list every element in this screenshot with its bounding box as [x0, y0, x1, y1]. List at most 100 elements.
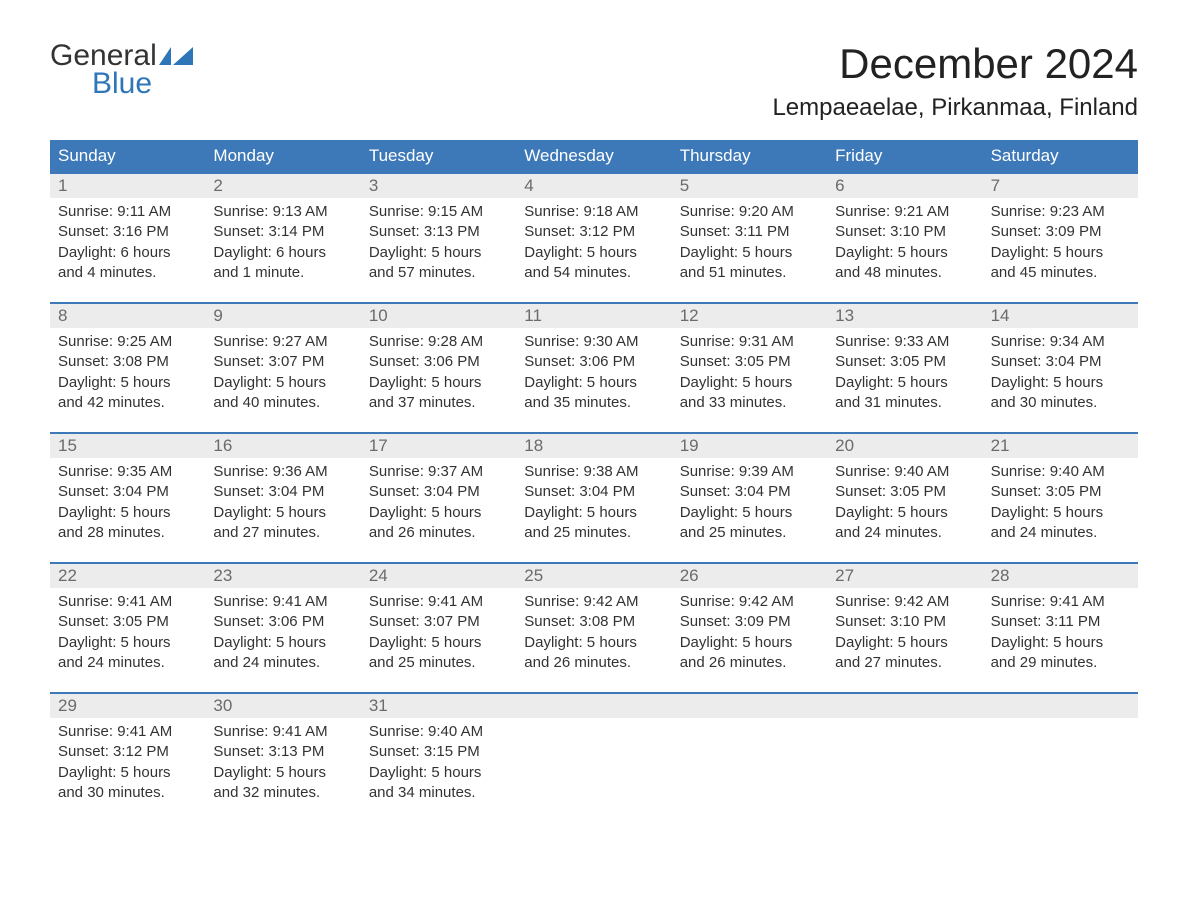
- logo-text-bottom: Blue: [92, 68, 152, 100]
- dow-header-row: Sunday Monday Tuesday Wednesday Thursday…: [50, 140, 1138, 172]
- day-number: 18: [516, 434, 671, 458]
- month-title: December 2024: [772, 40, 1138, 88]
- day-number: 16: [205, 434, 360, 458]
- day-cell-line: Sunrise: 9:41 AM: [58, 592, 197, 612]
- day-cell-line: Sunrise: 9:11 AM: [58, 202, 197, 222]
- day-number: 23: [205, 564, 360, 588]
- day-cell-line: Sunrise: 9:30 AM: [524, 332, 663, 352]
- day-cell-line: Daylight: 5 hours: [680, 373, 819, 393]
- day-cell: Sunrise: 9:41 AMSunset: 3:13 PMDaylight:…: [205, 718, 360, 822]
- day-cell-line: Sunset: 3:11 PM: [680, 222, 819, 242]
- day-cell: Sunrise: 9:25 AMSunset: 3:08 PMDaylight:…: [50, 328, 205, 432]
- day-cell-line: Daylight: 5 hours: [369, 503, 508, 523]
- day-data-row: Sunrise: 9:35 AMSunset: 3:04 PMDaylight:…: [50, 458, 1138, 562]
- day-cell-line: Daylight: 5 hours: [991, 503, 1130, 523]
- day-cell-line: Sunrise: 9:35 AM: [58, 462, 197, 482]
- day-cell-line: Sunset: 3:05 PM: [835, 482, 974, 502]
- day-cell: Sunrise: 9:28 AMSunset: 3:06 PMDaylight:…: [361, 328, 516, 432]
- calendar-week: 293031Sunrise: 9:41 AMSunset: 3:12 PMDay…: [50, 692, 1138, 822]
- day-cell-line: Sunrise: 9:21 AM: [835, 202, 974, 222]
- day-cell-line: and 24 minutes.: [58, 653, 197, 673]
- day-number: 19: [672, 434, 827, 458]
- day-cell-line: Daylight: 5 hours: [835, 243, 974, 263]
- day-cell-line: and 24 minutes.: [213, 653, 352, 673]
- day-cell-line: and 26 minutes.: [524, 653, 663, 673]
- day-cell-line: Daylight: 5 hours: [991, 373, 1130, 393]
- day-cell-line: Sunrise: 9:18 AM: [524, 202, 663, 222]
- day-cell-line: Sunset: 3:08 PM: [524, 612, 663, 632]
- daynum-row: 1234567: [50, 174, 1138, 198]
- day-cell-line: Daylight: 5 hours: [524, 373, 663, 393]
- day-cell-line: and 35 minutes.: [524, 393, 663, 413]
- day-cell-line: Sunset: 3:14 PM: [213, 222, 352, 242]
- day-cell-line: and 30 minutes.: [991, 393, 1130, 413]
- day-cell-line: Sunset: 3:08 PM: [58, 352, 197, 372]
- day-cell-line: Sunset: 3:11 PM: [991, 612, 1130, 632]
- day-cell: Sunrise: 9:30 AMSunset: 3:06 PMDaylight:…: [516, 328, 671, 432]
- day-cell: [827, 718, 982, 822]
- day-number: [672, 694, 827, 718]
- day-cell-line: Daylight: 5 hours: [213, 373, 352, 393]
- dow-header: Monday: [205, 140, 360, 172]
- day-cell-line: and 34 minutes.: [369, 783, 508, 803]
- day-number: 14: [983, 304, 1138, 328]
- day-number: 5: [672, 174, 827, 198]
- day-cell: Sunrise: 9:41 AMSunset: 3:07 PMDaylight:…: [361, 588, 516, 692]
- day-cell-line: Sunrise: 9:42 AM: [835, 592, 974, 612]
- day-cell: Sunrise: 9:13 AMSunset: 3:14 PMDaylight:…: [205, 198, 360, 302]
- calendar-week: 15161718192021 Sunrise: 9:35 AM Sunset: 3:…: [50, 432, 1138, 562]
- dow-header: Tuesday: [361, 140, 516, 172]
- day-cell-line: Sunrise: 9:41 AM: [213, 592, 352, 612]
- day-cell-line: and 32 minutes.: [213, 783, 352, 803]
- day-cell-line: Daylight: 5 hours: [58, 633, 197, 653]
- day-cell-line: and 42 minutes.: [58, 393, 197, 413]
- day-cell-line: and 26 minutes.: [680, 653, 819, 673]
- day-cell-line: Sunset: 3:06 PM: [213, 612, 352, 632]
- day-number: 7: [983, 174, 1138, 198]
- day-cell-line: Sunset: 3:06 PM: [369, 352, 508, 372]
- day-number: 25: [516, 564, 671, 588]
- day-data-row: Sunrise: 9:25 AMSunset: 3:08 PMDaylight:…: [50, 328, 1138, 432]
- day-cell: Sunrise: 9:40 AMSunset: 3:05 PMDaylight:…: [827, 458, 982, 562]
- day-number: [827, 694, 982, 718]
- calendar-week: 891011121314Sunrise: 9:25 AMSunset: 3:08…: [50, 302, 1138, 432]
- day-cell-line: Daylight: 5 hours: [991, 243, 1130, 263]
- day-number: 30: [205, 694, 360, 718]
- day-cell: Sunrise: 9:42 AMSunset: 3:10 PMDaylight:…: [827, 588, 982, 692]
- day-cell-line: and 27 minutes.: [835, 653, 974, 673]
- day-cell-line: and 51 minutes.: [680, 263, 819, 283]
- calendar-week: 1234567Sunrise: 9:11 AMSunset: 3:16 PMDa…: [50, 172, 1138, 302]
- day-cell: Sunrise: 9:37 AMSunset: 3:04 PMDaylight:…: [361, 458, 516, 562]
- day-cell-line: Sunset: 3:05 PM: [58, 612, 197, 632]
- day-cell-line: Daylight: 5 hours: [524, 503, 663, 523]
- daynum-row: 22232425262728: [50, 564, 1138, 588]
- day-number: 13: [827, 304, 982, 328]
- day-number: 20: [827, 434, 982, 458]
- day-cell-line: Sunset: 3:05 PM: [680, 352, 819, 372]
- day-cell: Sunrise: 9:41 AMSunset: 3:05 PMDaylight:…: [50, 588, 205, 692]
- day-cell-line: Sunrise: 9:41 AM: [991, 592, 1130, 612]
- day-cell-line: Daylight: 5 hours: [58, 373, 197, 393]
- day-number: [983, 694, 1138, 718]
- day-cell-line: Sunrise: 9:28 AM: [369, 332, 508, 352]
- day-cell-line: Sunrise: 9:42 AM: [680, 592, 819, 612]
- day-cell-line: and 31 minutes.: [835, 393, 974, 413]
- day-cell-line: Sunset: 3:10 PM: [835, 612, 974, 632]
- day-cell-line: Sunrise: 9:40 AM: [991, 462, 1130, 482]
- day-cell-line: Sunrise: 9:33 AM: [835, 332, 974, 352]
- day-number: 24: [361, 564, 516, 588]
- day-cell-line: Sunset: 3:05 PM: [991, 482, 1130, 502]
- day-cell-line: Daylight: 5 hours: [213, 763, 352, 783]
- day-number: 6: [827, 174, 982, 198]
- day-number: 22: [50, 564, 205, 588]
- day-cell-line: Sunset: 3:07 PM: [213, 352, 352, 372]
- day-cell-line: Sunset: 3:04 PM: [680, 482, 819, 502]
- day-cell-line: Daylight: 5 hours: [369, 763, 508, 783]
- title-block: December 2024 Lempaeaelae, Pirkanmaa, Fi…: [772, 40, 1138, 122]
- day-cell-line: Daylight: 5 hours: [58, 763, 197, 783]
- day-cell-line: Daylight: 5 hours: [680, 503, 819, 523]
- daynum-row: 15161718192021: [50, 434, 1138, 458]
- day-cell: [672, 718, 827, 822]
- day-cell-line: Daylight: 5 hours: [58, 503, 197, 523]
- day-cell-line: Sunrise: 9:41 AM: [369, 592, 508, 612]
